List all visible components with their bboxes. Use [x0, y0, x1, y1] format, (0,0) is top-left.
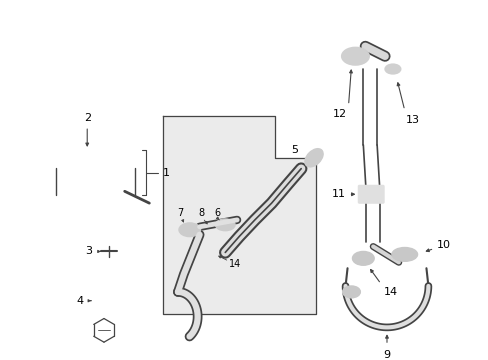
Text: 11: 11	[331, 189, 345, 199]
Text: 5: 5	[290, 145, 297, 155]
FancyBboxPatch shape	[358, 185, 383, 203]
Polygon shape	[163, 116, 315, 314]
Text: 14: 14	[383, 287, 397, 297]
Text: 9: 9	[383, 350, 390, 360]
Ellipse shape	[391, 248, 417, 261]
Text: 2: 2	[83, 113, 91, 123]
Ellipse shape	[352, 251, 373, 265]
Ellipse shape	[179, 223, 200, 237]
Ellipse shape	[342, 286, 360, 298]
Text: 3: 3	[85, 247, 93, 256]
Text: 7: 7	[177, 208, 183, 218]
Ellipse shape	[341, 47, 368, 65]
Text: 6: 6	[214, 208, 220, 218]
Ellipse shape	[384, 64, 400, 74]
Text: 8: 8	[198, 208, 204, 218]
Text: 4: 4	[77, 296, 84, 306]
Text: 1: 1	[163, 167, 169, 177]
Ellipse shape	[215, 219, 235, 231]
Text: 14: 14	[228, 259, 241, 269]
Ellipse shape	[305, 149, 323, 167]
Text: 13: 13	[405, 115, 419, 125]
Text: 10: 10	[436, 239, 450, 249]
Text: 12: 12	[332, 109, 346, 120]
